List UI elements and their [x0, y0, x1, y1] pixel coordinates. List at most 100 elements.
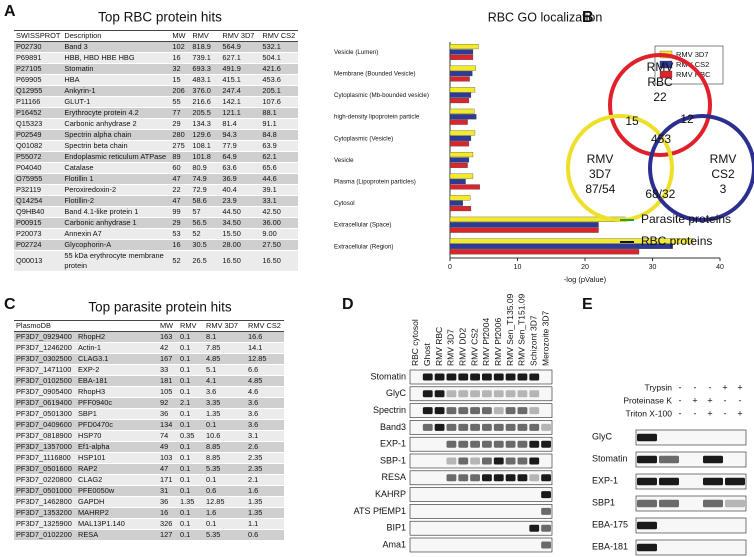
treatment-sign: + [692, 395, 697, 405]
column-header: RMV 3D7 [204, 320, 246, 332]
band [482, 457, 492, 465]
lane-label: RMV CS2 [469, 328, 479, 366]
table-cell: 4.1 [204, 375, 246, 387]
table-cell: HSP70 [76, 430, 158, 442]
table-cell: 4.6 [246, 386, 284, 398]
bar [449, 65, 476, 71]
table-row: P11166 GLUT-1 55 216.6 142.1 107.6 [14, 96, 299, 108]
treatment-sign: - [709, 382, 712, 392]
table-cell: 89 [170, 151, 191, 163]
table-cell: 0.1 [178, 518, 204, 530]
band [541, 507, 551, 515]
band [493, 390, 504, 398]
bar [449, 243, 673, 249]
table-cell: 6.6 [246, 364, 284, 376]
legend-swatch [659, 60, 673, 69]
x-tick-label: 0 [448, 264, 452, 271]
table-cell: 564.9 [220, 41, 261, 53]
table-cell: 3.6 [246, 408, 284, 420]
treatment-sign: + [737, 408, 742, 418]
band [541, 423, 551, 431]
table-cell: 421.6 [260, 63, 299, 75]
table-cell: 16.50 [260, 250, 299, 272]
blot-strip [409, 386, 553, 402]
band [659, 477, 679, 486]
band [517, 390, 528, 398]
table-cell: 483.1 [190, 74, 221, 86]
venn-text: 32 [662, 187, 676, 201]
table-cell: RAP2 [76, 463, 158, 475]
bar [449, 76, 470, 82]
bar [449, 227, 599, 233]
table-cell: 134 [158, 419, 178, 431]
table-cell: 101.8 [190, 151, 221, 163]
table-row: P02724 Glycophorin-A 16 30.5 28.00 27.50 [14, 239, 299, 251]
band [529, 457, 540, 465]
table-cell: PFF0940c [76, 397, 158, 409]
y-tick-label: Extracellular (Space) [334, 222, 391, 229]
treatment-sign: - [724, 408, 727, 418]
venn-text: 3 [720, 182, 727, 196]
table-cell: P04040 [14, 162, 63, 174]
band [470, 373, 480, 381]
table-cell: 58.6 [190, 195, 221, 207]
band [505, 457, 516, 465]
table-cell: 0.6 [246, 529, 284, 541]
band [529, 474, 540, 482]
table-cell: 29 [170, 217, 191, 229]
venn-text: RMV [587, 152, 614, 166]
table-cell: PF3D7_0220800 [14, 474, 76, 486]
band [470, 474, 480, 482]
table-row: PF3D7_1353200 MAHRP2 16 0.1 1.6 1.35 [14, 507, 284, 519]
band [458, 407, 469, 415]
table-cell: 36 [158, 408, 178, 420]
table-row: PF3D7_1357000 Ef1-alpha 49 0.1 8.85 2.6 [14, 441, 284, 453]
band [637, 521, 657, 530]
band [470, 407, 480, 415]
table-cell: 0.1 [204, 474, 246, 486]
table-cell: 27.50 [260, 239, 299, 251]
table-row: PF3D7_1246200 Actin-1 42 0.1 7.85 14.1 [14, 342, 284, 354]
y-tick-label: Cytoplasmic (Mb-bounded vesicle) [334, 92, 429, 99]
table-cell: 99 [170, 206, 191, 218]
venn-text: 3D7 [589, 167, 611, 181]
table-cell: Q01082 [14, 140, 63, 152]
row-label: EBA-181 [592, 541, 628, 551]
table-cell: 0.1 [178, 474, 204, 486]
column-header: RMV CS2 [260, 30, 299, 42]
bar [449, 173, 474, 179]
table-cell: 62.1 [260, 151, 299, 163]
treatment-label: Triton X-100 [626, 408, 673, 418]
venn-text: RMV [710, 152, 737, 166]
table-cell: 88.1 [260, 107, 299, 119]
band [541, 491, 551, 499]
table-cell: 0.1 [178, 419, 204, 431]
column-header: MW [170, 30, 191, 42]
table-cell: P20073 [14, 228, 63, 240]
table-cell: 29 [170, 118, 191, 130]
panel-letter: E [582, 296, 593, 313]
treatment-sign: - [679, 382, 682, 392]
table-cell: 8.85 [204, 441, 246, 453]
table-row: PF3D7_1462800 GAPDH 36 1.35 12.85 1.35 [14, 496, 284, 508]
row-label: BIP1 [386, 523, 406, 533]
table-cell: 0.1 [178, 364, 204, 376]
treatment-sign: - [739, 395, 742, 405]
table-row: P16452 Erythrocyte protein 4.2 77 205.5 121.… [14, 107, 299, 119]
venn-text: RBC [647, 75, 673, 89]
table-row: Q14254 Flotillin-2 47 58.6 23.9 33.1 [14, 195, 299, 207]
table-cell: 2.1 [178, 397, 204, 409]
table-cell: 16 [158, 507, 178, 519]
bar [449, 162, 468, 168]
table-cell: 77 [170, 107, 191, 119]
band [493, 440, 504, 448]
y-tick-label: high-density lipoprotein particle [334, 114, 420, 121]
table-cell: P69891 [14, 52, 63, 64]
blot-strip [409, 504, 553, 519]
table-cell: 0.1 [178, 463, 204, 475]
table-cell: 81.4 [220, 118, 261, 130]
band [470, 457, 480, 465]
table-cell: Carbonic anhydrase 1 [62, 217, 171, 229]
venn-circle [648, 114, 754, 222]
table-cell: 0.35 [178, 430, 204, 442]
